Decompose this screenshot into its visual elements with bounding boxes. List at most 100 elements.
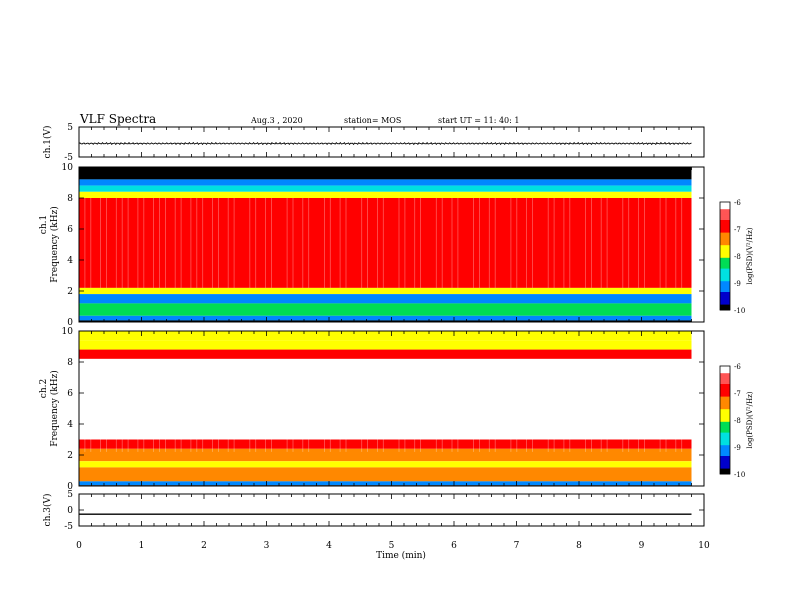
- ch1-spec-band: [79, 320, 692, 322]
- ch1-spec-y-tick-label: 2: [67, 287, 73, 297]
- ch1-spec-colorbar-swatch: [720, 270, 730, 273]
- ch1-spec-colorbar-swatch: [720, 238, 730, 241]
- ch2-spec-colorbar-swatch: [720, 470, 730, 473]
- ch1-spec-colorbar-label: log(PSD)(V²/Hz): [746, 227, 754, 284]
- ch1-spec-colorbar-swatch: [720, 248, 730, 252]
- ch1-spec-colorbar-swatch: [720, 218, 730, 221]
- x-tick-label: 6: [451, 541, 457, 551]
- ch2-spec-colorbar-swatch: [720, 454, 730, 457]
- ch1-spec-band: [79, 185, 692, 192]
- ch2-spec-colorbar-swatch: [720, 447, 730, 450]
- ch2-spec-colorbar-swatch: [720, 393, 730, 396]
- ch1-spec-colorbar-swatch: [720, 308, 730, 311]
- ch1-spec-colorbar-swatch: [720, 220, 730, 223]
- ch1-y-tick-label: 5: [67, 123, 73, 133]
- ch1-spec-colorbar-swatch: [720, 266, 730, 270]
- x-tick-label: 8: [576, 541, 582, 551]
- ch1-spec-colorbar-swatch: [720, 263, 730, 266]
- ch2-spec-colorbar-swatch: [720, 369, 730, 372]
- ch1-spec-colorbar-swatch: [720, 257, 730, 261]
- ch2-spec-colorbar-swatch: [720, 376, 730, 380]
- ch1-spec-colorbar-swatch: [720, 288, 730, 291]
- ch1-spec-colorbar-swatch: [720, 259, 730, 262]
- ch2-spec-colorbar-swatch: [720, 457, 730, 461]
- ch2-spec-colorbar-swatch: [720, 394, 730, 398]
- ch1-spec-colorbar-swatch: [720, 272, 730, 275]
- ch1-spec-band: [79, 294, 692, 304]
- ch2-spec-colorbar-swatch: [720, 421, 730, 425]
- ch2-spec-colorbar-swatch: [720, 468, 730, 471]
- ch1-spec-band: [79, 287, 692, 295]
- ch2-spec-y-tick-label: 10: [62, 327, 74, 337]
- ch2-spec-colorbar-swatch: [720, 430, 730, 434]
- ch2-spec-colorbar-swatch: [720, 452, 730, 455]
- ch2-spec-colorbar-tick: -9: [734, 444, 741, 452]
- x-axis-label: Time (min): [376, 550, 426, 561]
- ch2-spec-colorbar-swatch: [720, 398, 730, 401]
- ch1-spec-colorbar-tick: -6: [734, 199, 741, 207]
- ch2-spec-band: [79, 358, 692, 440]
- ch1-y-tick-label: -5: [64, 153, 73, 163]
- ch2-spec-colorbar-swatch: [720, 367, 730, 371]
- ch1-spec-colorbar-swatch: [720, 301, 730, 304]
- ch1-spec-colorbar-swatch: [720, 239, 730, 243]
- ch3-y-tick-label: -5: [64, 522, 73, 532]
- ch1-spec-colorbar-swatch: [720, 234, 730, 237]
- ch2-spec-colorbar-swatch: [720, 384, 730, 387]
- ch2-spec-colorbar-swatch: [720, 391, 730, 394]
- ch2-spec-band: [79, 467, 692, 482]
- ch2-spec-band: [79, 340, 692, 350]
- x-tick-label: 9: [639, 541, 645, 551]
- ch1-spec-colorbar-swatch: [720, 254, 730, 257]
- ch1-spec-band: [79, 315, 692, 321]
- ch2-spec-colorbar-frame: [719, 365, 731, 475]
- ch1-spec-band: [79, 179, 692, 186]
- ch2-spec-colorbar-swatch: [720, 373, 730, 376]
- ch1-spec-colorbar-swatch: [720, 304, 730, 307]
- x-tick-label: 4: [326, 541, 332, 551]
- ch2-spec-colorbar-swatch: [720, 402, 730, 405]
- ch1-spec-colorbar-swatch: [720, 212, 730, 216]
- ch2-spec-colorbar-swatch: [720, 396, 730, 399]
- ch1-spec-colorbar-swatch: [720, 250, 730, 253]
- ch2-spec-colorbar-swatch: [720, 385, 730, 389]
- ch1-spec-colorbar-tick: -9: [734, 280, 741, 288]
- ch1-spec-colorbar-swatch: [720, 274, 730, 277]
- ch2-spec-colorbar-swatch: [720, 459, 730, 462]
- ch2-spec-y-tick-label: 2: [67, 451, 73, 461]
- ch1-spec-colorbar-swatch: [720, 202, 730, 205]
- ch1-spec-colorbar-swatch: [720, 221, 730, 225]
- ch2-spec-colorbar-swatch: [720, 425, 730, 428]
- ch1-spec-colorbar-swatch: [720, 279, 730, 282]
- ch2-spec-channel-label: ch.2: [39, 379, 49, 398]
- ch2-spec-colorbar-swatch: [720, 466, 730, 470]
- ch2-spec-y-axis-label: Frequency (kHz): [49, 370, 60, 447]
- ch2-spec-y-tick-label: 0: [67, 482, 73, 492]
- ch2-spec-colorbar-swatch: [720, 463, 730, 466]
- figure-title: VLF Spectra: [79, 112, 156, 126]
- x-tick-label: 2: [201, 541, 207, 551]
- ch1-spec-colorbar-swatch: [720, 209, 730, 212]
- ch1-spec-colorbar-swatch: [720, 216, 730, 219]
- ch1-spec-colorbar-swatch: [720, 268, 730, 271]
- x-axis: 0 1 2 3 4 5 6 7 8 9 10: [76, 541, 710, 551]
- ch2-spec-colorbar-swatch: [720, 371, 730, 374]
- ch1-spec-colorbar-swatch: [720, 306, 730, 309]
- ch2-spec-colorbar-swatch: [720, 438, 730, 441]
- ch1-spec-colorbar-swatch: [720, 223, 730, 226]
- ch1-spec-colorbar-swatch: [720, 214, 730, 217]
- ch1-spec-colorbar-tick: -10: [734, 307, 745, 315]
- ch1-spec-channel-label: ch.1: [39, 215, 49, 234]
- x-tick-label: 1: [139, 541, 145, 551]
- ch1-spec-colorbar-swatch: [720, 297, 730, 300]
- ch1-spec-colorbar-swatch: [720, 284, 730, 288]
- ch3-y-tick-label: 0: [67, 506, 73, 516]
- ch1-spec-colorbar-swatch: [720, 203, 730, 207]
- ch1-spec-colorbar-tick: -7: [734, 226, 741, 234]
- ch2-spec-colorbar-swatch: [720, 441, 730, 444]
- station-label: station= MOS: [344, 116, 401, 125]
- ch2-spec-colorbar-swatch: [720, 380, 730, 383]
- ch1-spec-ylabel-group: ch.1 Frequency (kHz): [39, 206, 60, 283]
